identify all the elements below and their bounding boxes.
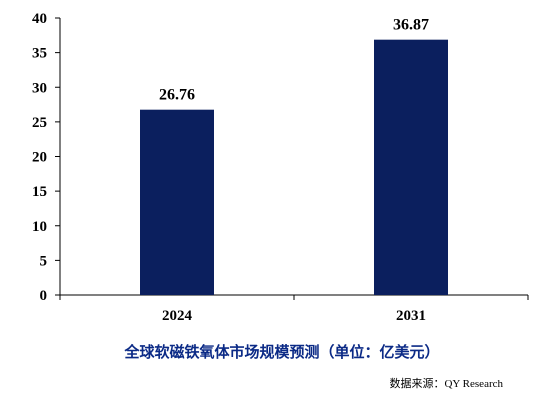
y-tick-label: 25 [32, 115, 47, 131]
y-tick-label: 35 [32, 46, 47, 62]
bar-2031 [374, 39, 448, 296]
source-note: 数据来源：QY Research [389, 376, 503, 390]
y-tick-label: 20 [32, 150, 47, 166]
y-tick-label: 0 [40, 288, 48, 304]
chart-title: 全球软磁铁氧体市场规模预测（单位：亿美元） [123, 343, 439, 361]
data-label-2031: 36.87 [393, 17, 429, 34]
x-axis: 2024 2031 [59, 294, 529, 324]
x-tick-label-2031: 2031 [396, 308, 426, 324]
y-tick-label: 5 [40, 253, 48, 269]
y-tick-label: 40 [32, 11, 47, 27]
bar-2024 [140, 109, 214, 295]
y-tick-label: 10 [32, 219, 47, 235]
y-tick-label: 30 [32, 80, 47, 96]
bars: 26.76 36.87 [140, 17, 448, 296]
data-label-2024: 26.76 [159, 87, 195, 104]
y-axis: 0 5 10 15 20 25 30 35 40 [32, 11, 61, 304]
x-tick-label-2024: 2024 [162, 308, 193, 324]
y-tick-label: 15 [32, 184, 47, 200]
